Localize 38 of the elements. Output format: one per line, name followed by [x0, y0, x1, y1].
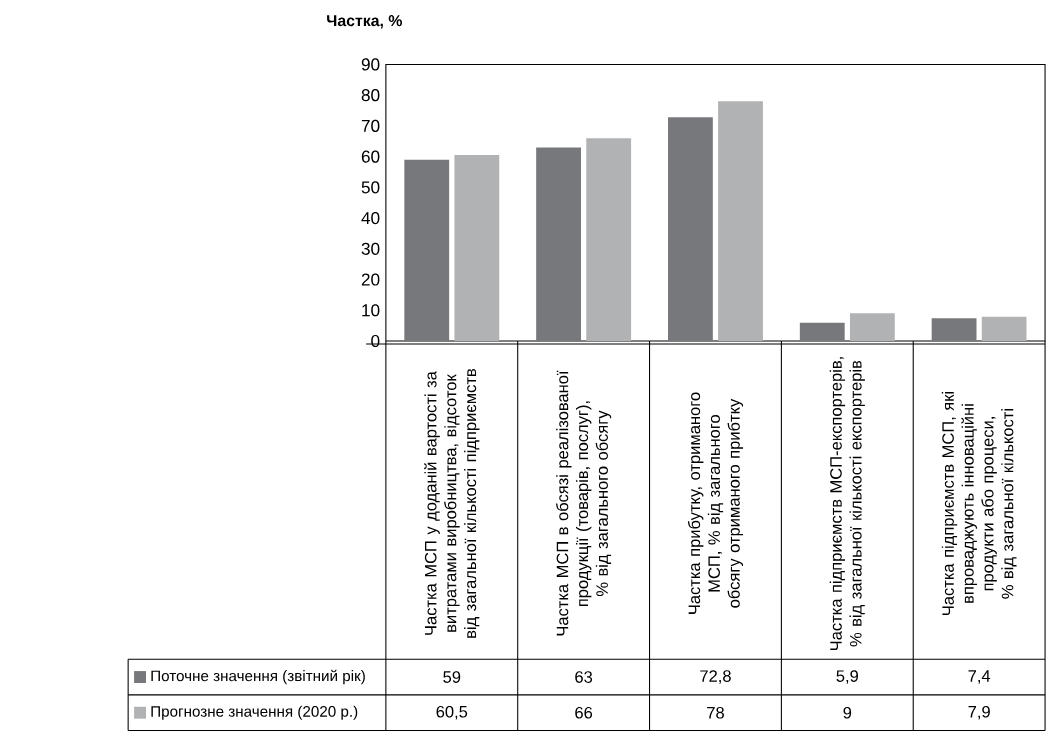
y-tick-label: 0	[371, 335, 380, 348]
data-label: 7,4	[968, 670, 991, 684]
data-label: 9	[843, 707, 852, 719]
data-label: 78	[707, 707, 724, 719]
bar	[454, 155, 500, 342]
data-label: 59	[443, 671, 461, 684]
y-tick-label: 60	[361, 150, 380, 163]
y-tick-label: 50	[361, 181, 380, 194]
y-tick-label: 70	[361, 120, 380, 133]
data-label: 7,9	[968, 706, 990, 720]
bar	[586, 138, 632, 342]
x-tick-label: Частка підприємств МСП-експортерів, % від загальної кількості експортерів	[829, 357, 865, 651]
y-tick-label: 10	[362, 304, 380, 317]
bar	[849, 313, 895, 342]
bar	[718, 101, 763, 342]
bar	[668, 117, 713, 342]
y-tick-label: 80	[361, 89, 380, 102]
x-tick-label: Частка прибутку, отриманого МСП, % від загального обсягу отриманого прибтку	[687, 392, 744, 615]
y-tick-label: 20	[361, 273, 380, 286]
y-tick-label: 90	[361, 58, 380, 71]
data-label: 63	[575, 671, 593, 684]
x-tick-label: Частка МСП в обсязі реалізованої продукції (товарів, послуг), % від загального обсягу	[556, 370, 612, 636]
x-tick-label: Частка підприємств МСП, які впроваджують інноваційні продукти або процеси, % від загальної кількості	[941, 392, 1017, 616]
bar	[981, 316, 1027, 342]
x-tick-label: Частка МСП у доданій вартості за витратами виробництва, відсоток від загальної кількості підприємств	[424, 369, 480, 638]
legend-label: Поточне значення (звітний рік)	[151, 670, 365, 685]
data-label: 66	[575, 707, 593, 719]
data-label: 60,5	[436, 706, 468, 720]
data-label: 5,9	[836, 670, 859, 685]
y-axis-title: Частка, %	[327, 15, 403, 29]
bar	[799, 323, 845, 342]
bar	[931, 318, 977, 342]
bar	[536, 147, 581, 342]
bar	[404, 159, 450, 342]
y-tick-label: 30	[361, 242, 380, 256]
y-tick-label: 40	[361, 212, 380, 225]
data-label: 72,8	[700, 670, 731, 685]
legend-label: Прогнозне значення (2020 р.)	[151, 705, 358, 721]
